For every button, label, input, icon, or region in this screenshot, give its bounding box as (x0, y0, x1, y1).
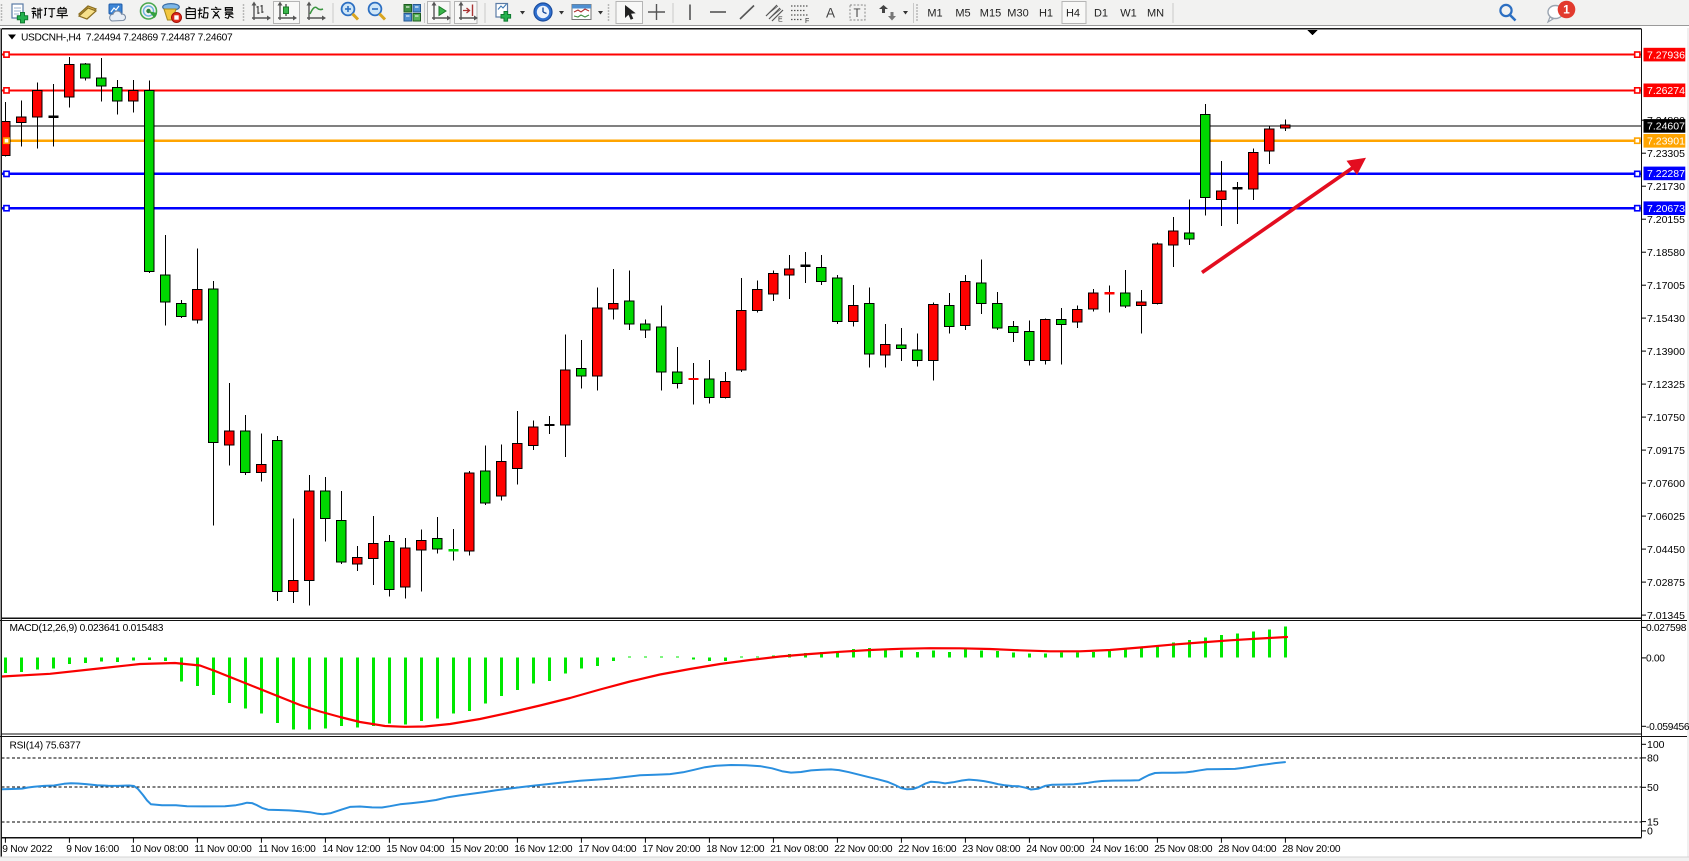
svg-text:7.15430: 7.15430 (1647, 313, 1685, 325)
svg-text:10 Nov 08:00: 10 Nov 08:00 (130, 844, 189, 855)
svg-text:23 Nov 08:00: 23 Nov 08:00 (962, 844, 1021, 855)
svg-text:D1: D1 (1094, 8, 1108, 20)
svg-text:7.06025: 7.06025 (1647, 511, 1685, 523)
svg-text:25 Nov 08:00: 25 Nov 08:00 (1154, 844, 1213, 855)
svg-text:16 Nov 12:00: 16 Nov 12:00 (514, 844, 573, 855)
svg-text:7.21730: 7.21730 (1647, 181, 1685, 193)
svg-text:A: A (826, 6, 835, 21)
svg-text:H1: H1 (1039, 8, 1053, 20)
svg-text:7.23901: 7.23901 (1647, 136, 1685, 148)
svg-text:7.10750: 7.10750 (1647, 412, 1685, 424)
svg-text:-0.059456: -0.059456 (1646, 722, 1689, 733)
svg-text:W1: W1 (1120, 8, 1137, 20)
svg-text:7.04450: 7.04450 (1647, 544, 1685, 556)
svg-text:11 Nov 00:00: 11 Nov 00:00 (194, 844, 252, 855)
svg-text:7.12325: 7.12325 (1647, 379, 1685, 391)
svg-text:7.18580: 7.18580 (1647, 247, 1685, 259)
svg-text:0.00: 0.00 (1646, 654, 1665, 665)
svg-text:15 Nov 20:00: 15 Nov 20:00 (450, 844, 509, 855)
svg-text:T: T (854, 8, 861, 20)
svg-text:11 Nov 16:00: 11 Nov 16:00 (258, 844, 316, 855)
svg-text:100: 100 (1647, 739, 1665, 751)
svg-text:MACD(12,26,9) 0.023641 0.01548: MACD(12,26,9) 0.023641 0.015483 (10, 623, 164, 634)
svg-text:0.027598: 0.027598 (1646, 623, 1687, 634)
svg-text:7.20155: 7.20155 (1647, 214, 1685, 226)
svg-text:1: 1 (1563, 3, 1570, 17)
svg-text:M30: M30 (1007, 8, 1028, 20)
svg-text:7.23305: 7.23305 (1647, 148, 1685, 160)
svg-text:7.24607: 7.24607 (1647, 121, 1685, 133)
svg-text:E: E (778, 17, 783, 24)
svg-text:0: 0 (1647, 826, 1653, 838)
svg-text:9 Nov 2022: 9 Nov 2022 (2, 844, 53, 855)
svg-text:15 Nov 04:00: 15 Nov 04:00 (386, 844, 445, 855)
svg-text:RSI(14) 75.6377: RSI(14) 75.6377 (10, 740, 82, 751)
svg-text:M15: M15 (980, 8, 1001, 20)
svg-text:17 Nov 20:00: 17 Nov 20:00 (642, 844, 701, 855)
svg-text:7.27936: 7.27936 (1647, 49, 1685, 61)
svg-text:50: 50 (1647, 782, 1659, 794)
svg-text:22 Nov 16:00: 22 Nov 16:00 (898, 844, 957, 855)
svg-text:H4: H4 (1066, 8, 1080, 20)
svg-text:7.20673: 7.20673 (1647, 203, 1685, 215)
svg-text:7.26274: 7.26274 (1647, 85, 1685, 97)
svg-text:24 Nov 16:00: 24 Nov 16:00 (1090, 844, 1149, 855)
svg-text:7.07600: 7.07600 (1647, 478, 1685, 490)
svg-text:F: F (805, 18, 809, 25)
svg-text:80: 80 (1647, 753, 1659, 765)
svg-text:USDCNH-,H4 7.24494 7.24869 7.: USDCNH-,H4 7.24494 7.24869 7.24487 7.246… (21, 32, 233, 43)
svg-text:14 Nov 12:00: 14 Nov 12:00 (322, 844, 381, 855)
svg-text:MN: MN (1147, 8, 1164, 20)
svg-text:9 Nov 16:00: 9 Nov 16:00 (66, 844, 119, 855)
svg-text:M1: M1 (927, 8, 942, 20)
svg-text:21 Nov 08:00: 21 Nov 08:00 (770, 844, 829, 855)
svg-text:7.09175: 7.09175 (1647, 445, 1685, 457)
svg-text:28 Nov 20:00: 28 Nov 20:00 (1282, 844, 1341, 855)
svg-text:7.22287: 7.22287 (1647, 168, 1685, 180)
svg-text:18 Nov 12:00: 18 Nov 12:00 (706, 844, 765, 855)
svg-text:7.13900: 7.13900 (1647, 346, 1685, 358)
svg-text:15: 15 (1647, 816, 1659, 828)
svg-text:7.17005: 7.17005 (1647, 280, 1685, 292)
svg-text:28 Nov 04:00: 28 Nov 04:00 (1218, 844, 1277, 855)
svg-text:24 Nov 00:00: 24 Nov 00:00 (1026, 844, 1085, 855)
svg-text:17 Nov 04:00: 17 Nov 04:00 (578, 844, 637, 855)
svg-text:M5: M5 (955, 8, 970, 20)
svg-text:7.02875: 7.02875 (1647, 577, 1685, 589)
svg-text:7.01345: 7.01345 (1647, 610, 1685, 622)
svg-text:22 Nov 00:00: 22 Nov 00:00 (834, 844, 893, 855)
